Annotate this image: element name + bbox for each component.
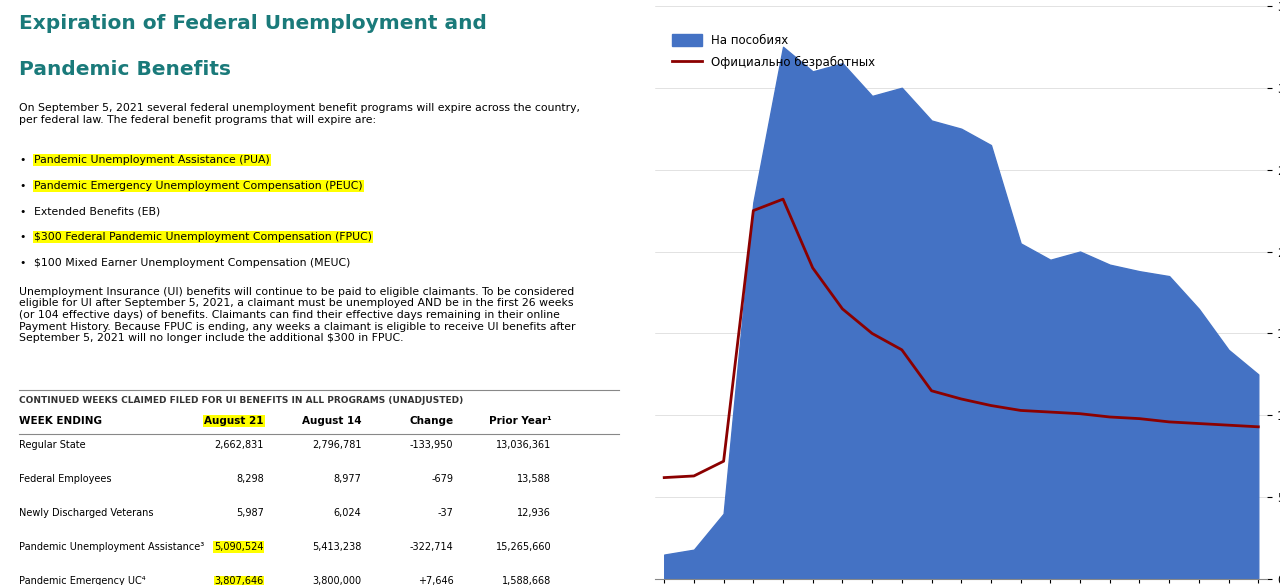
Text: Regular State: Regular State [19, 440, 86, 450]
Text: CONTINUED WEEKS CLAIMED FILED FOR UI BENEFITS IN ALL PROGRAMS (UNADJUSTED): CONTINUED WEEKS CLAIMED FILED FOR UI BEN… [19, 395, 463, 405]
Text: •: • [19, 181, 26, 191]
Text: Pandemic Unemployment Assistance (PUA): Pandemic Unemployment Assistance (PUA) [35, 155, 270, 165]
Text: 2,662,831: 2,662,831 [214, 440, 264, 450]
Text: August 21: August 21 [205, 416, 264, 426]
Text: •: • [19, 258, 26, 268]
Text: 8,298: 8,298 [236, 474, 264, 484]
Text: -679: -679 [431, 474, 453, 484]
Text: Expiration of Federal Unemployment and: Expiration of Federal Unemployment and [19, 15, 486, 33]
Text: •: • [19, 155, 26, 165]
Text: August 14: August 14 [302, 416, 361, 426]
Text: Extended Benefits (EB): Extended Benefits (EB) [35, 207, 160, 216]
Text: 15,265,660: 15,265,660 [495, 542, 552, 552]
Text: Pandemic Emergency Unemployment Compensation (PEUC): Pandemic Emergency Unemployment Compensa… [35, 181, 362, 191]
Text: $300 Federal Pandemic Unemployment Compensation (FPUC): $300 Federal Pandemic Unemployment Compe… [35, 232, 372, 242]
Text: 8,977: 8,977 [334, 474, 361, 484]
Text: -322,714: -322,714 [410, 542, 453, 552]
Text: 1,588,668: 1,588,668 [502, 576, 552, 585]
Text: Change: Change [410, 416, 453, 426]
Text: 13,588: 13,588 [517, 474, 552, 484]
Text: 5,090,524: 5,090,524 [214, 542, 264, 552]
Text: 5,413,238: 5,413,238 [312, 542, 361, 552]
Text: Newly Discharged Veterans: Newly Discharged Veterans [19, 508, 154, 518]
Text: 13,036,361: 13,036,361 [497, 440, 552, 450]
Text: $100 Mixed Earner Unemployment Compensation (MEUC): $100 Mixed Earner Unemployment Compensat… [35, 258, 351, 268]
Text: Unemployment Insurance (UI) benefits will continue to be paid to eligible claima: Unemployment Insurance (UI) benefits wil… [19, 287, 576, 343]
Text: WEEK ENDING: WEEK ENDING [19, 416, 102, 426]
Text: Federal Employees: Federal Employees [19, 474, 111, 484]
Text: 3,807,646: 3,807,646 [215, 576, 264, 585]
Legend: На пособиях, Официально безработных: На пособиях, Официально безработных [667, 29, 879, 74]
Text: 6,024: 6,024 [334, 508, 361, 518]
Text: Pandemic Emergency UC⁴: Pandemic Emergency UC⁴ [19, 576, 146, 585]
Text: Prior Year¹: Prior Year¹ [489, 416, 552, 426]
Text: -37: -37 [438, 508, 453, 518]
Text: Pandemic Unemployment Assistance³: Pandemic Unemployment Assistance³ [19, 542, 205, 552]
Text: •: • [19, 232, 26, 242]
Text: On September 5, 2021 several federal unemployment benefit programs will expire a: On September 5, 2021 several federal une… [19, 104, 580, 125]
Text: 5,987: 5,987 [236, 508, 264, 518]
Text: -133,950: -133,950 [410, 440, 453, 450]
Text: 2,796,781: 2,796,781 [312, 440, 361, 450]
Text: +7,646: +7,646 [417, 576, 453, 585]
Text: •: • [19, 207, 26, 216]
Text: 3,800,000: 3,800,000 [312, 576, 361, 585]
Text: 12,936: 12,936 [517, 508, 552, 518]
Text: Pandemic Benefits: Pandemic Benefits [19, 60, 230, 80]
